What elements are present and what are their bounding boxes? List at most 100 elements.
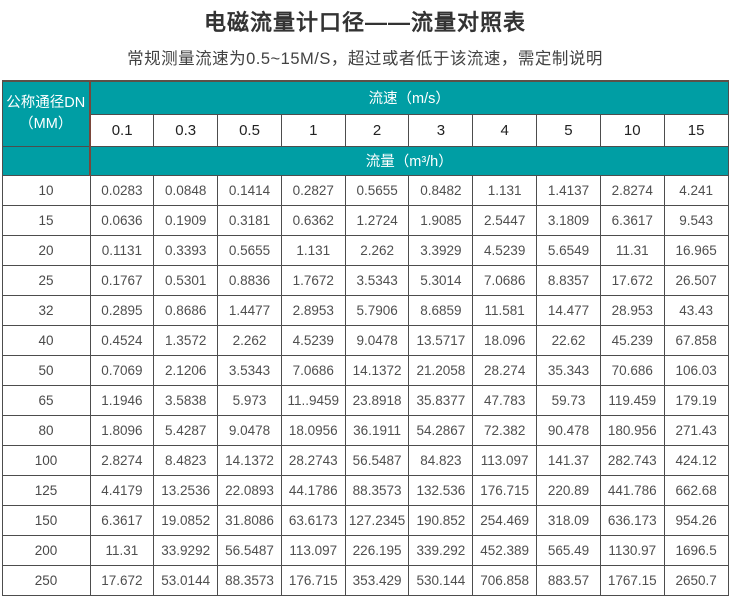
flow-value-cell: 35.343: [536, 354, 601, 386]
flow-value-cell: 21.2058: [408, 354, 474, 386]
flow-value-cell: 88.3573: [344, 474, 410, 506]
table-row: 200 11.31 33.9292 56.5487 113.097 226.195 339.…: [1, 534, 729, 566]
flow-value-cell: 43.43: [663, 294, 729, 326]
table-row: 100 2.8274 8.4823 14.1372 28.2743 56.5487 84.8…: [1, 444, 729, 476]
flow-value-cell: 0.1767: [89, 264, 155, 296]
flow-value-cell: 1767.15: [599, 564, 665, 596]
flow-value-cell: 0.0636: [89, 204, 155, 236]
flow-value-cell: 282.743: [599, 444, 665, 476]
flow-value-cell: 13.5717: [408, 324, 474, 356]
flow-value-cell: 1.131: [472, 174, 538, 206]
flow-value-cell: 5.4287: [153, 414, 219, 446]
flow-value-cell: 271.43: [663, 414, 729, 446]
flow-value-cell: 84.823: [408, 444, 474, 476]
flow-comparison-table: 公称通径DN （MM） 流速（m/s） 0.1 0.3 0.5 1 2 3 4 5 10 15 流…: [1, 80, 729, 596]
flow-value-cell: 88.3573: [217, 564, 282, 596]
flow-value-cell: 4.4179: [89, 474, 155, 506]
flow-value-cell: 3.1809: [536, 204, 601, 236]
flow-value-cell: 113.097: [280, 534, 346, 566]
velocity-value-cell: 3: [408, 113, 474, 147]
flow-value-cell: 1130.97: [599, 534, 665, 566]
dn-cell: 32: [1, 294, 91, 326]
flow-value-cell: 2650.7: [663, 564, 729, 596]
dn-cell: 15: [1, 204, 91, 236]
velocity-value-cell: 15: [663, 113, 729, 147]
flow-value-cell: 353.429: [344, 564, 410, 596]
flow-value-cell: 190.852: [408, 504, 474, 536]
flow-value-cell: 1.4137: [536, 174, 601, 206]
flow-value-cell: 113.097: [472, 444, 538, 476]
flow-value-cell: 63.6173: [280, 504, 346, 536]
flow-value-cell: 1.131: [280, 234, 346, 266]
flow-value-cell: 13.2536: [153, 474, 219, 506]
flow-value-cell: 4.5239: [472, 234, 538, 266]
flow-value-cell: 0.8836: [217, 264, 282, 296]
flow-value-cell: 3.5343: [217, 354, 282, 386]
flow-value-cell: 59.73: [536, 384, 601, 416]
flow-value-cell: 7.0686: [280, 354, 346, 386]
velocity-value-cell: 4: [472, 113, 538, 147]
velocity-value-cell: 0.5: [217, 113, 282, 147]
flow-value-cell: 441.786: [599, 474, 665, 506]
flow-value-cell: 452.389: [472, 534, 538, 566]
dn-cell: 200: [1, 534, 91, 566]
flow-value-cell: 176.715: [280, 564, 346, 596]
flow-value-cell: 2.8953: [280, 294, 346, 326]
table-row: 15 0.0636 0.1909 0.3181 0.6362 1.2724 1.9085 2.…: [1, 204, 729, 236]
flow-value-cell: 18.096: [472, 324, 538, 356]
flow-value-cell: 1.2724: [344, 204, 410, 236]
flow-value-cell: 662.68: [663, 474, 729, 506]
flow-value-cell: 0.5655: [217, 234, 282, 266]
table-row: 65 1.1946 3.5838 5.973 11..9459 23.8918 35.837…: [1, 384, 729, 416]
flow-value-cell: 1.3572: [153, 324, 219, 356]
flow-value-cell: 17.672: [599, 264, 665, 296]
table-row: 80 1.8096 5.4287 9.0478 18.0956 36.1911 54.286…: [1, 414, 729, 446]
velocity-group-header: 流速（m/s）: [89, 80, 729, 115]
dn-cell: 40: [1, 324, 91, 356]
dn-cell: 25: [1, 264, 91, 296]
flow-value-cell: 22.62: [536, 324, 601, 356]
dn-cell: 65: [1, 384, 91, 416]
dn-cell: 125: [1, 474, 91, 506]
flow-value-cell: 1696.5: [663, 534, 729, 566]
flow-value-cell: 3.3929: [408, 234, 474, 266]
flow-value-cell: 2.5447: [472, 204, 538, 236]
flow-value-cell: 0.8686: [153, 294, 219, 326]
flow-value-cell: 2.1206: [153, 354, 219, 386]
flow-value-cell: 1.1946: [89, 384, 155, 416]
flow-value-cell: 226.195: [344, 534, 410, 566]
table-row: 25 0.1767 0.5301 0.8836 1.7672 3.5343 5.3014 7.…: [1, 264, 729, 296]
flow-value-cell: 3.5343: [344, 264, 410, 296]
flow-value-cell: 28.274: [472, 354, 538, 386]
flow-value-cell: 1.7672: [280, 264, 346, 296]
corner-header-line2: （MM）: [19, 115, 73, 132]
flow-value-cell: 141.37: [536, 444, 601, 476]
flow-value-cell: 9.0478: [344, 324, 410, 356]
flow-value-cell: 530.144: [408, 564, 474, 596]
flow-corner-cell: [1, 145, 91, 176]
flow-value-cell: 132.536: [408, 474, 474, 506]
flow-value-cell: 424.12: [663, 444, 729, 476]
velocity-value-cell: 5: [536, 113, 601, 147]
flow-value-cell: 9.543: [663, 204, 729, 236]
velocity-header-row: 公称通径DN （MM） 流速（m/s）: [1, 80, 729, 147]
flow-value-cell: 72.382: [472, 414, 538, 446]
flow-value-cell: 23.8918: [344, 384, 410, 416]
flow-value-cell: 28.953: [599, 294, 665, 326]
table-row: 125 4.4179 13.2536 22.0893 44.1786 88.3573 132…: [1, 474, 729, 506]
flow-value-cell: 70.686: [599, 354, 665, 386]
flow-value-cell: 17.672: [89, 564, 155, 596]
flow-value-cell: 14.1372: [217, 444, 282, 476]
flow-value-cell: 11.31: [599, 234, 665, 266]
flow-value-cell: 67.858: [663, 324, 729, 356]
flow-value-cell: 0.6362: [280, 204, 346, 236]
flow-value-cell: 883.57: [536, 564, 601, 596]
flow-value-cell: 45.239: [599, 324, 665, 356]
flow-value-cell: 2.8274: [89, 444, 155, 476]
flow-value-cell: 22.0893: [217, 474, 282, 506]
dn-cell: 100: [1, 444, 91, 476]
flow-value-cell: 36.1911: [344, 414, 410, 446]
flow-value-cell: 28.2743: [280, 444, 346, 476]
flow-value-cell: 0.0283: [89, 174, 155, 206]
flow-value-cell: 179.19: [663, 384, 729, 416]
